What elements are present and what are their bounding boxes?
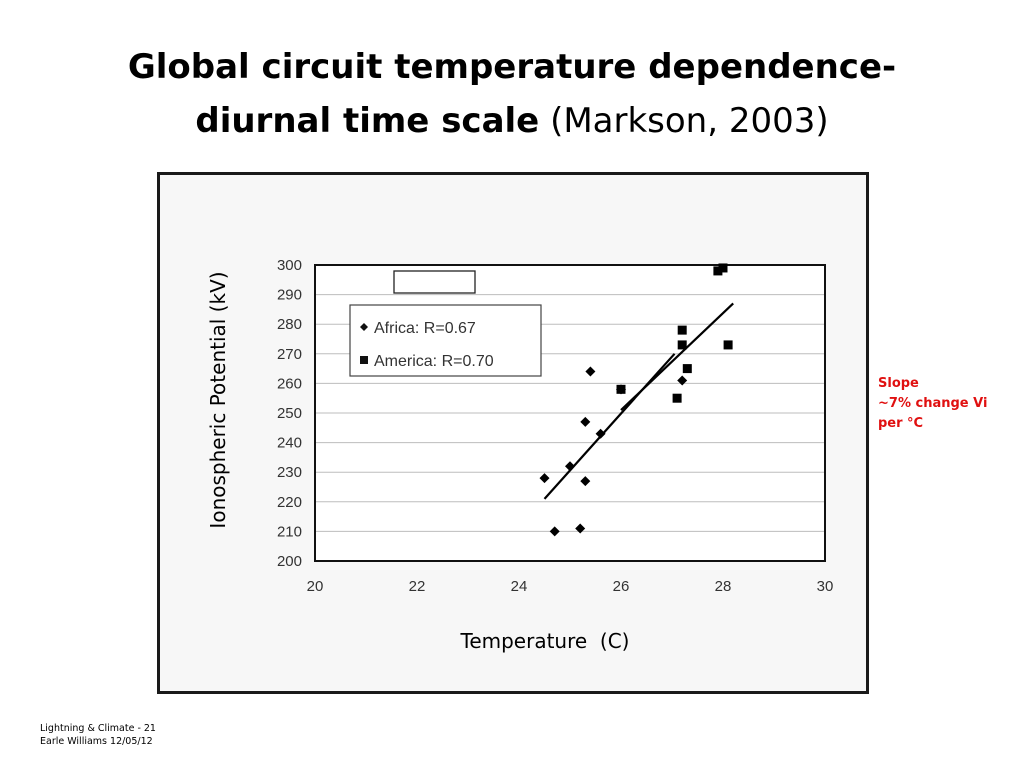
regression-line bbox=[620, 302, 734, 411]
footer-line: Lightning & Climate - 21 bbox=[40, 723, 156, 734]
slope-note-line: ~7% change Vi bbox=[878, 396, 988, 411]
legend-box bbox=[349, 304, 542, 377]
slide-title: Global circuit temperature dependence- d… bbox=[0, 40, 1024, 148]
data-point-diamond bbox=[595, 428, 606, 439]
title-line-2: diurnal time scale bbox=[195, 101, 540, 141]
legend-label: Africa: R=0.67 bbox=[374, 320, 476, 337]
chart-frame: 200 210 220 230 240 250 260 270 280 290 300 20 22 24 2… bbox=[157, 172, 869, 694]
data-point-square bbox=[713, 266, 723, 276]
y-tick-label: 280 bbox=[277, 316, 302, 333]
y-tick-label: 270 bbox=[277, 346, 302, 363]
data-point-diamond bbox=[575, 523, 586, 534]
title-citation: (Markson, 2003) bbox=[550, 101, 829, 141]
data-point-diamond bbox=[580, 476, 591, 487]
y-tick-label: 240 bbox=[277, 435, 302, 452]
data-point-square bbox=[677, 340, 687, 350]
data-point-square bbox=[718, 263, 728, 273]
x-tick-label: 20 bbox=[307, 578, 324, 595]
data-point-diamond bbox=[549, 526, 560, 537]
y-tick-label: 250 bbox=[277, 405, 302, 422]
legend-diamond-marker bbox=[360, 323, 368, 331]
y-tick-label: 300 bbox=[277, 257, 302, 274]
regression-line bbox=[543, 353, 676, 500]
chart-svg: 200 210 220 230 240 250 260 270 280 290 300 20 22 24 2… bbox=[277, 257, 834, 595]
footer-line: Earle Williams 12/05/12 bbox=[40, 736, 153, 747]
y-axis-label: Ionospheric Potential (kV) bbox=[206, 271, 230, 529]
footer: Lightning & Climate - 21 Earle Williams … bbox=[40, 722, 156, 748]
data-point-square bbox=[723, 340, 733, 350]
y-tick-label: 220 bbox=[277, 494, 302, 511]
y-tick-label: 230 bbox=[277, 464, 302, 481]
slope-note-line: Slope bbox=[878, 376, 919, 391]
y-tick-label: 200 bbox=[277, 553, 302, 570]
legend-square-marker bbox=[360, 356, 368, 364]
y-tick-label: 210 bbox=[277, 523, 302, 540]
data-point-square bbox=[672, 393, 682, 403]
x-tick-label: 28 bbox=[715, 578, 732, 595]
data-point-square bbox=[616, 384, 626, 394]
title-line-1: Global circuit temperature dependence- bbox=[127, 47, 897, 87]
x-tick-label: 30 bbox=[817, 578, 834, 595]
data-point-diamond bbox=[677, 375, 688, 386]
slope-annotation: Slope ~7% change Vi per °C bbox=[878, 374, 1018, 434]
slope-note-line: per °C bbox=[878, 416, 924, 431]
data-point-square bbox=[677, 325, 687, 335]
data-point-diamond bbox=[565, 461, 575, 472]
x-tick-label: 24 bbox=[511, 578, 528, 595]
x-tick-label: 26 bbox=[613, 578, 630, 595]
data-point-diamond bbox=[580, 416, 591, 427]
data-point-square bbox=[682, 364, 692, 374]
data-point-diamond bbox=[585, 366, 596, 377]
plot-border bbox=[314, 264, 826, 562]
x-axis-label: Temperature (C) bbox=[460, 629, 630, 653]
y-tick-label: 290 bbox=[277, 287, 302, 304]
data-point-diamond bbox=[539, 473, 550, 484]
legend-label: America: R=0.70 bbox=[374, 353, 494, 370]
empty-label-box bbox=[393, 270, 476, 294]
y-tick-label: 260 bbox=[277, 375, 302, 392]
x-tick-label: 22 bbox=[409, 578, 426, 595]
